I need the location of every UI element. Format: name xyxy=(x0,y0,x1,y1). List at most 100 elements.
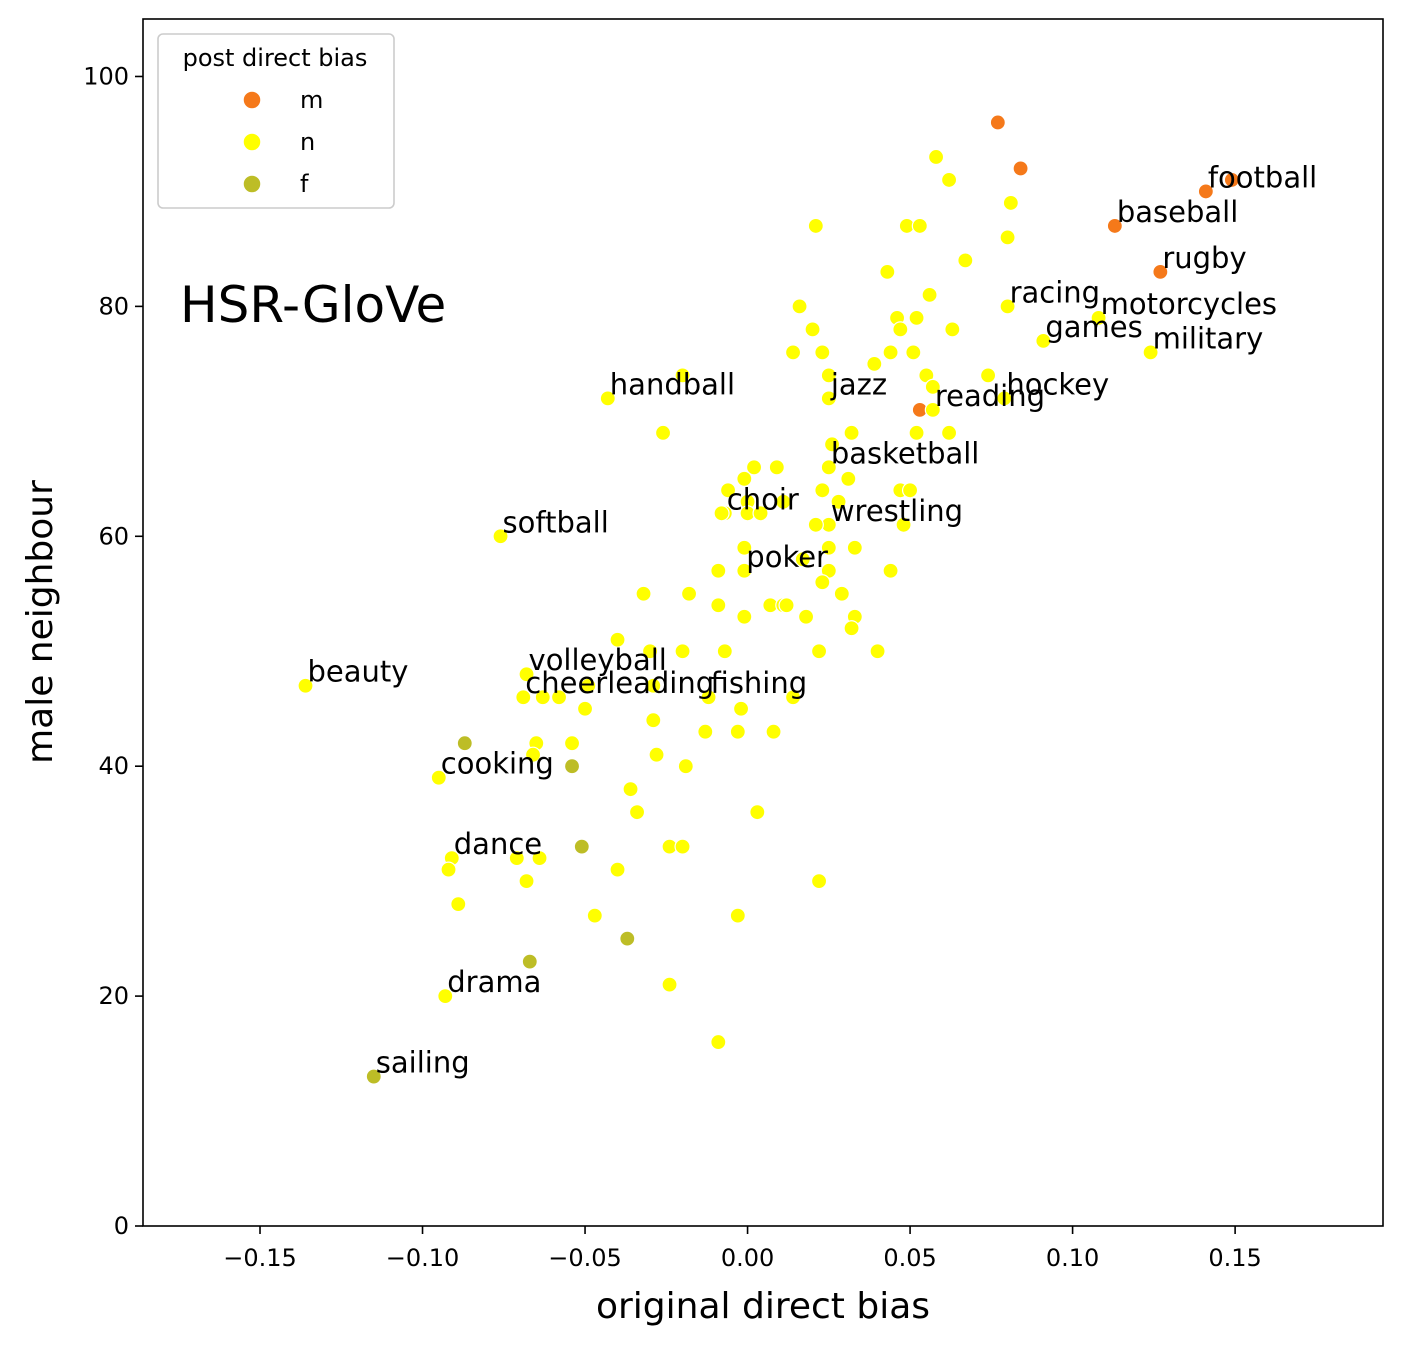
data-point-n xyxy=(846,539,863,556)
data-point-n xyxy=(775,493,792,510)
data-point-n xyxy=(927,148,945,166)
data-point-n xyxy=(814,574,831,591)
data-point-n xyxy=(719,482,737,499)
data-point-n xyxy=(814,482,831,499)
legend-marker-n xyxy=(242,132,262,152)
data-point-n xyxy=(716,643,733,660)
data-point-n xyxy=(810,873,828,890)
point-label-reading: reading xyxy=(935,379,1045,413)
data-point-n xyxy=(648,746,665,763)
point-label-military: military xyxy=(1153,321,1264,355)
legend-box xyxy=(157,33,395,209)
data-point-n xyxy=(518,873,535,890)
data-point-n xyxy=(797,608,815,625)
point-label-poker: poker xyxy=(746,540,828,574)
data-point-n xyxy=(508,850,525,867)
data-point-n xyxy=(924,378,941,395)
point-label-cheerleading: cheerleading xyxy=(525,666,714,700)
data-point-n xyxy=(700,689,717,706)
data-point-n xyxy=(833,585,850,602)
data-point-n xyxy=(680,585,698,602)
data-point-n xyxy=(729,723,746,740)
data-point-n xyxy=(563,735,581,752)
y-tick-label: 0 xyxy=(114,1212,129,1240)
data-point-n xyxy=(550,689,568,706)
data-point-n xyxy=(710,562,727,579)
data-point-n xyxy=(823,436,841,453)
data-point-n xyxy=(778,597,795,614)
data-point-n xyxy=(895,516,912,533)
data-point-n xyxy=(710,1033,727,1051)
y-tick-label: 80 xyxy=(98,292,129,320)
data-point-n xyxy=(882,344,899,361)
data-point-n xyxy=(736,562,753,579)
data-point-n xyxy=(609,631,626,648)
point-label-hockey: hockey xyxy=(1006,367,1109,401)
data-point-f xyxy=(456,735,473,752)
data-point-n xyxy=(940,171,958,189)
data-point-n xyxy=(820,390,837,407)
data-point-n xyxy=(736,608,753,625)
data-point-n xyxy=(892,321,909,338)
legend-marker-m xyxy=(242,90,262,110)
legend: post direct bias m n f xyxy=(157,33,395,209)
legend-marker-f xyxy=(242,174,262,194)
legend-entry-f: f xyxy=(242,170,309,198)
point-label-fishing: fishing xyxy=(711,666,808,700)
plot-frame xyxy=(142,18,1384,1227)
data-point-n xyxy=(784,689,802,706)
data-point-n xyxy=(768,459,785,476)
data-point-n xyxy=(944,321,961,338)
data-point-n xyxy=(645,677,662,694)
point-label-cooking: cooking xyxy=(441,747,554,781)
data-point-n xyxy=(641,643,659,660)
y-tick-label: 100 xyxy=(83,62,129,90)
x-tick-label: 0.00 xyxy=(721,1244,774,1272)
point-label-racing: racing xyxy=(1010,275,1100,309)
data-point-n xyxy=(534,689,551,706)
y-tick-label: 20 xyxy=(98,982,129,1010)
data-point-n xyxy=(1142,344,1159,361)
data-point-n xyxy=(437,987,454,1005)
data-point-n xyxy=(736,539,753,556)
data-point-n xyxy=(794,551,811,568)
data-point-n xyxy=(749,804,766,821)
x-axis: −0.15 −0.10 −0.05 0.00 0.05 0.10 0.15 xyxy=(223,1226,1262,1272)
y-tick-label: 40 xyxy=(98,752,129,780)
point-label-wrestling: wrestling xyxy=(831,494,963,528)
points-layer xyxy=(297,114,1240,1085)
data-point-n xyxy=(654,424,672,441)
legend-entry-n: n xyxy=(242,128,315,156)
legend-label-m: m xyxy=(300,86,323,114)
data-point-n xyxy=(732,700,750,717)
chart-annotation: HSR-GloVe xyxy=(180,276,446,334)
data-point-n xyxy=(674,367,691,384)
point-label-sailing: sailing xyxy=(376,1046,470,1080)
point-label-choir: choir xyxy=(727,482,799,516)
data-point-n xyxy=(580,677,597,694)
data-point-n xyxy=(745,459,763,476)
data-point-n xyxy=(911,217,928,235)
data-point-n xyxy=(524,746,542,763)
data-point-n xyxy=(765,723,782,740)
data-point-n xyxy=(440,861,457,878)
data-point-n xyxy=(940,424,958,441)
data-point-n xyxy=(661,976,678,993)
legend-label-n: n xyxy=(300,128,315,156)
data-point-n xyxy=(820,459,837,476)
point-label-football: football xyxy=(1208,160,1317,194)
y-tick-label: 60 xyxy=(98,522,129,550)
data-point-n xyxy=(996,390,1013,407)
point-label-softball: softball xyxy=(503,505,609,539)
data-point-n xyxy=(820,367,837,384)
data-point-m xyxy=(1012,160,1029,177)
data-point-n xyxy=(599,390,616,407)
legend-label-f: f xyxy=(300,170,309,198)
data-point-n xyxy=(609,861,626,878)
data-point-f xyxy=(619,930,636,947)
data-point-n xyxy=(908,424,925,441)
data-point-n xyxy=(677,758,694,775)
data-point-n xyxy=(628,804,646,821)
data-point-n xyxy=(736,470,753,487)
data-point-n xyxy=(924,401,941,418)
